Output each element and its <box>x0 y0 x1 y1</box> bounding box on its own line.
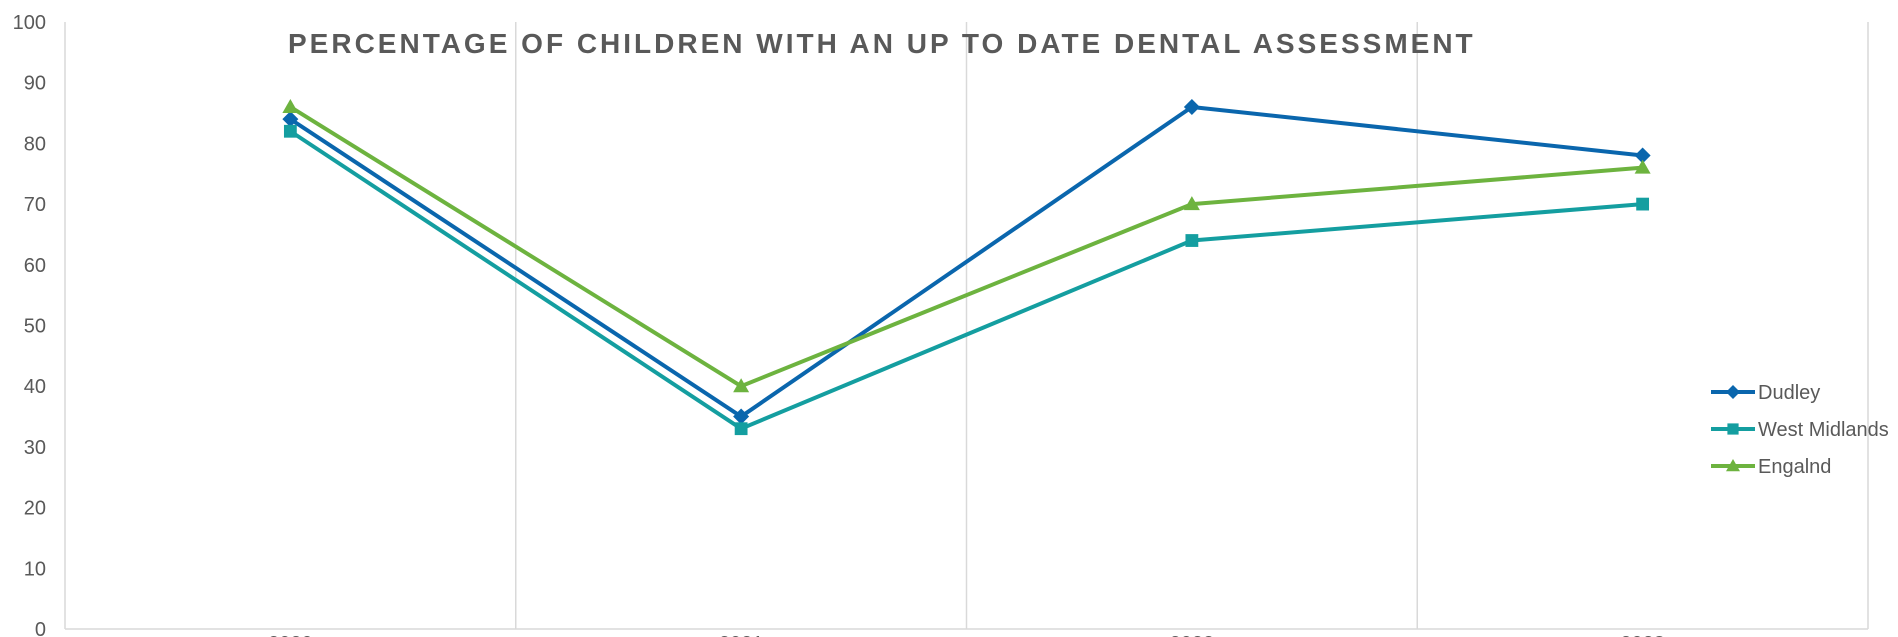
chart-legend: Dudley West Midlands Engalnd <box>1711 382 1889 478</box>
square-marker <box>1727 423 1739 435</box>
diamond-marker <box>733 408 750 425</box>
legend-label: West Midlands <box>1758 419 1889 441</box>
x-tick-label: 2023 <box>1620 633 1665 637</box>
diamond-marker <box>1634 147 1651 164</box>
square-marker <box>1636 197 1650 211</box>
y-tick-label: 20 <box>24 498 46 520</box>
y-tick-label: 80 <box>24 133 46 155</box>
triangle-marker <box>733 378 750 393</box>
legend-label: Dudley <box>1758 382 1820 404</box>
x-tick-label: 2022 <box>1170 633 1215 637</box>
legend-item: West Midlands <box>1711 419 1889 441</box>
series-dudley <box>282 98 1651 425</box>
square-marker <box>283 124 297 138</box>
x-axis-ticks: 2020 2021 2022 2023 <box>268 633 1665 637</box>
y-tick-label: 40 <box>24 376 46 398</box>
x-tick-label: 2021 <box>719 633 764 637</box>
triangle-marker <box>282 98 299 113</box>
y-tick-label: 30 <box>24 437 46 459</box>
square-marker <box>1185 234 1199 247</box>
y-tick-label: 100 <box>13 12 46 34</box>
square-marker <box>734 422 748 436</box>
series-line <box>289 105 1643 389</box>
legend-item: Dudley <box>1711 382 1820 404</box>
chart-title: PERCENTAGE OF CHILDREN WITH AN UP TO DAT… <box>288 28 1476 59</box>
series-line <box>289 104 1643 419</box>
triangle-marker <box>1726 459 1740 472</box>
diamond-marker <box>1726 385 1740 399</box>
series-west-midlands <box>283 124 1650 436</box>
y-axis-ticks: 0 10 20 30 40 50 60 70 80 90 100 <box>13 12 46 637</box>
x-tick-label: 2020 <box>268 633 313 637</box>
diamond-marker <box>282 111 299 128</box>
chart-gridlines <box>64 22 1869 630</box>
series-line <box>289 129 1643 431</box>
legend-item: Engalnd <box>1711 456 1831 478</box>
y-tick-label: 0 <box>35 619 46 637</box>
diamond-marker <box>1183 98 1200 115</box>
chart-series <box>282 98 1651 436</box>
legend-label: Engalnd <box>1758 456 1831 478</box>
y-tick-label: 60 <box>24 255 46 277</box>
series-engalnd <box>282 98 1651 393</box>
triangle-marker <box>1634 159 1651 174</box>
y-tick-label: 50 <box>24 316 46 338</box>
triangle-marker <box>1183 196 1200 211</box>
y-tick-label: 70 <box>24 194 46 216</box>
y-tick-label: 10 <box>24 558 46 580</box>
y-tick-label: 90 <box>24 73 46 95</box>
